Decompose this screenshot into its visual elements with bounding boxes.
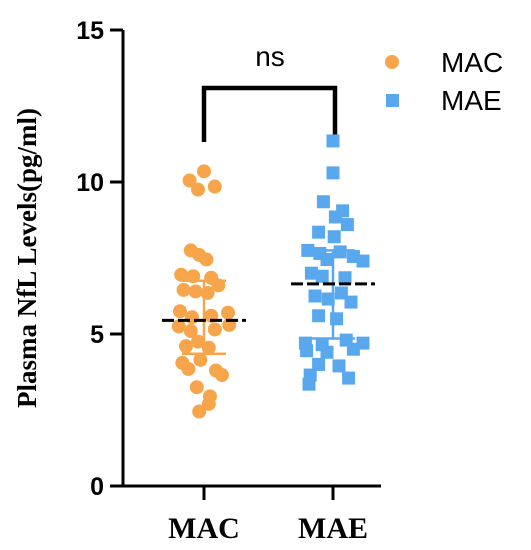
- point-mae: [344, 295, 358, 309]
- legend-label-mae: MAE: [441, 85, 502, 116]
- point-mac: [191, 182, 205, 197]
- point-mae: [308, 289, 322, 303]
- legend: MAC MAE: [385, 47, 503, 116]
- point-mae: [333, 245, 347, 259]
- point-mae: [327, 230, 341, 244]
- point-mae: [326, 134, 340, 148]
- point-mac: [189, 380, 204, 395]
- point-mac: [176, 282, 191, 297]
- point-mac: [207, 322, 222, 337]
- point-mac: [201, 340, 216, 355]
- point-mae: [321, 292, 335, 306]
- point-mac: [201, 396, 216, 411]
- point-mae: [304, 266, 318, 280]
- point-mac: [182, 173, 197, 188]
- point-mae: [312, 357, 326, 371]
- point-mae: [332, 359, 346, 373]
- y-ticks: 0 5 10 15: [76, 17, 123, 501]
- y-tick-label: 0: [90, 473, 104, 501]
- y-tick-label: 5: [90, 321, 104, 349]
- point-mac: [171, 319, 186, 334]
- legend-marker-mae: [386, 94, 399, 107]
- point-mae: [328, 210, 342, 224]
- point-mac: [199, 252, 214, 267]
- significance-label: ns: [255, 41, 285, 72]
- point-mac: [185, 310, 199, 325]
- point-mac: [221, 305, 235, 320]
- point-mae: [300, 344, 314, 358]
- point-mac: [179, 339, 193, 354]
- point-mae: [346, 342, 360, 356]
- summary-lines: [162, 249, 375, 356]
- point-mae: [301, 243, 315, 257]
- point-mac: [193, 352, 208, 367]
- point-mac: [183, 323, 198, 338]
- point-mae: [316, 195, 330, 209]
- data-points: [171, 134, 370, 419]
- point-mac: [188, 284, 203, 299]
- y-tick-label: 10: [76, 169, 104, 197]
- point-mae: [302, 377, 316, 391]
- point-mac: [192, 404, 207, 419]
- point-mae: [312, 309, 326, 323]
- point-mac: [215, 368, 229, 383]
- y-axis-label: Plasma NfL Levels(pg/ml): [12, 108, 42, 408]
- point-mac: [174, 267, 189, 282]
- point-mae: [338, 271, 352, 285]
- point-mae: [340, 218, 354, 232]
- y-tick-label: 15: [76, 17, 104, 45]
- point-mac: [181, 361, 196, 376]
- point-mae: [312, 225, 326, 239]
- point-mae: [320, 345, 334, 359]
- point-mae: [315, 269, 329, 283]
- point-mae: [342, 371, 356, 385]
- point-mae: [326, 166, 340, 180]
- legend-label-mac: MAC: [441, 47, 503, 78]
- point-mae: [356, 254, 370, 268]
- point-mac: [173, 304, 187, 319]
- significance-bracket: [201, 85, 338, 142]
- point-mac: [191, 334, 205, 349]
- category-label-mae: MAE: [298, 512, 368, 545]
- category-label-mac: MAC: [168, 512, 240, 545]
- legend-marker-mac: [385, 55, 399, 69]
- point-mac: [197, 164, 211, 179]
- point-mac: [207, 179, 222, 194]
- point-mae: [320, 253, 334, 267]
- x-ticks: [202, 486, 335, 500]
